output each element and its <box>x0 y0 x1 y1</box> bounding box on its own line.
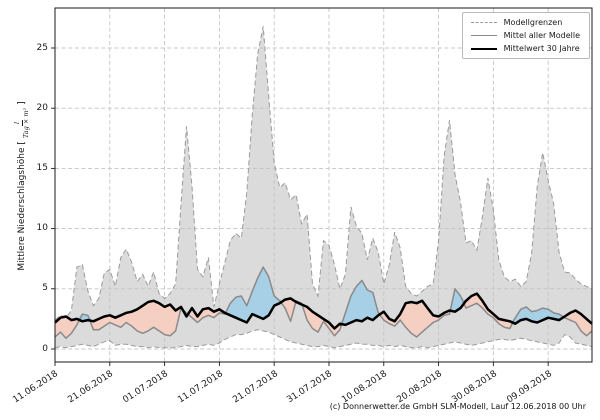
legend-label: Modellgrenzen <box>503 18 563 27</box>
legend-label: Mittel aller Modelle <box>503 31 580 40</box>
mean-30-years-line <box>54 292 593 330</box>
legend-item-modellgrenzen: Modellgrenzen <box>470 18 580 27</box>
y-axis-label: Mittlere Niederschlagshöhe [ l Tag × m² … <box>13 84 31 288</box>
gridlines <box>54 8 592 362</box>
model-mean-line <box>54 266 593 339</box>
y-tick-label: 25 <box>36 42 48 53</box>
legend-label: Mittelwert 30 Jahre <box>503 44 580 53</box>
model-range-band <box>55 26 592 348</box>
model-boundaries <box>54 26 593 349</box>
legend: Modellgrenzen Mittel aller Modelle Mitte… <box>461 12 590 59</box>
gray-line-sample-icon <box>470 35 497 36</box>
y-axis-unit-fraction: l Tag × m² <box>13 107 30 139</box>
upper-model-boundary-line <box>54 26 593 321</box>
dashed-line-sample-icon <box>470 22 497 23</box>
model-range-fill <box>55 26 592 348</box>
black-line-sample-icon <box>470 47 497 50</box>
below-normal-fill <box>55 293 592 339</box>
axis-ticks <box>51 47 549 366</box>
y-axis-label-bracket: ] <box>17 101 27 105</box>
copyright-text: (c) Donnerwetter.de GmbH SLM-Modell, Lau… <box>329 402 586 411</box>
lower-model-boundary-line <box>54 329 593 349</box>
y-tick-label: 20 <box>36 102 48 113</box>
legend-item-mittelwert-30-jahre: Mittelwert 30 Jahre <box>470 44 580 53</box>
y-tick-label: 5 <box>42 283 48 294</box>
legend-item-mittel-aller-modelle: Mittel aller Modelle <box>470 31 580 40</box>
plot-border <box>54 7 593 363</box>
unit-denominator: Tag × m² <box>21 107 30 139</box>
y-tick-label: 15 <box>36 162 48 173</box>
y-axis-label-text: Mittlere Niederschlagshöhe [ <box>17 141 27 271</box>
y-tick-label: 0 <box>42 343 48 354</box>
y-tick-label: 10 <box>36 223 48 234</box>
